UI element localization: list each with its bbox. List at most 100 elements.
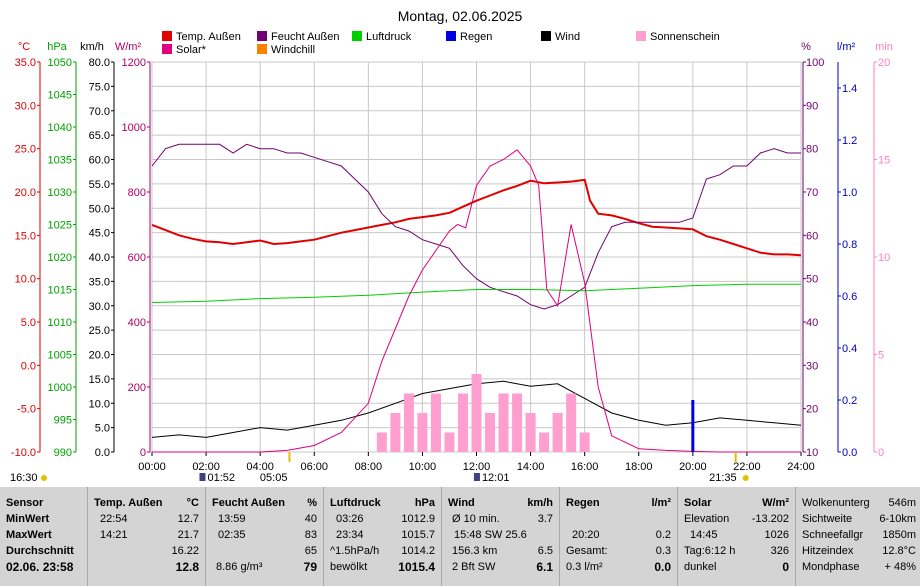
axis-tick-label-sunshine: 0 xyxy=(878,447,884,459)
bar-rain xyxy=(691,400,695,452)
axis-tick-label-humidity: 80 xyxy=(806,144,818,156)
axes: 00:00 02:00 04:00 06:00 08:00 10:00 12:00 14:00… xyxy=(11,41,893,473)
stats-visibility: 6-10km xyxy=(879,513,916,525)
axis-tick-label-humidity: 20 xyxy=(806,404,818,416)
axis-unit-wind: km/h xyxy=(80,41,104,53)
axis-tick-label-sunshine: 15 xyxy=(878,155,890,167)
time-markers: 05:05 21:35 01:52 12:01 16:30 xyxy=(10,452,749,484)
axis-tick-label-wind: 25.0 xyxy=(89,325,110,337)
x-tick-label: 16:00 xyxy=(571,461,599,473)
bar-sunshine xyxy=(403,393,414,452)
axis-unit-temp: °C xyxy=(18,41,30,53)
data-series xyxy=(151,143,802,453)
series-line-solar xyxy=(152,149,801,453)
sun-icon xyxy=(41,475,47,481)
axis-tick-label-temp: -5.0 xyxy=(17,404,36,416)
axis-tick-label-sunshine: 20 xyxy=(878,57,890,69)
stats-pressure-max: 1015.7 xyxy=(401,529,435,541)
stats-solar-daylength: Tag:6:12 h xyxy=(684,545,736,557)
stats-pressure-max-time: 23:34 xyxy=(336,529,364,541)
axis-tick-label-wind: 40.0 xyxy=(89,252,110,264)
x-tick-label: 06:00 xyxy=(300,461,328,473)
stats-visibility-label: Sichtweite xyxy=(802,513,853,525)
stats-rain-total: 0.3 xyxy=(655,545,671,557)
stats-humidity-unit: % xyxy=(307,497,317,509)
axis-tick-label-pressure: 1010 xyxy=(48,317,72,329)
axis-tick-label-temp: 10.0 xyxy=(15,274,36,286)
stats-temp-max-time: 14:21 xyxy=(100,529,128,541)
stats-snowline-label: Schneefallgr xyxy=(802,529,864,541)
axis-tick-label-solar: 200 xyxy=(128,382,146,394)
axis-tick-label-solar: 600 xyxy=(128,252,146,264)
axis-tick-label-pressure: 1030 xyxy=(48,187,72,199)
legend-item-pressure: Luftdruck xyxy=(352,31,411,44)
bar-sunshine xyxy=(376,432,387,452)
bar-sunshine xyxy=(444,432,455,452)
axis-tick-label-pressure: 1025 xyxy=(48,220,72,232)
stats-temp-min: 12.7 xyxy=(177,513,199,525)
stats-pressure-trend: ^1.5hPa/h xyxy=(330,545,380,557)
moonrise-icon xyxy=(199,473,206,481)
axis-tick-label-wind: 30.0 xyxy=(89,301,110,313)
axis-tick-label-wind: 75.0 xyxy=(89,81,110,93)
axis-tick-label-temp: 30.0 xyxy=(15,100,36,112)
stats-humidity-max: 83 xyxy=(304,529,317,541)
axis-tick-label-temp: -10.0 xyxy=(11,447,36,459)
marker-label-moonset: 16:30 xyxy=(10,472,38,484)
axis-tick-label-temp: 0.0 xyxy=(21,360,36,372)
stats-wind-distance: 156.3 km xyxy=(452,545,498,557)
stats-humidity-min-time: 13:59 xyxy=(218,513,246,525)
series-line-temp xyxy=(151,178,802,257)
stats-col-solar: Solar W/m² Elevation -13.202 14:45 1026 Tag… xyxy=(678,487,796,586)
stats-date: 02.06. 23:58 xyxy=(6,560,74,574)
stats-wind-current: 6.1 xyxy=(536,560,553,574)
legend-item-sunshine: Sonnenschein xyxy=(636,31,720,44)
bar-sunshine xyxy=(485,413,496,452)
legend-item-temp: Temp. Außen xyxy=(162,31,241,44)
axis-tick-label-humidity: 10 xyxy=(806,447,818,459)
marker-label-sunrise: 05:05 xyxy=(260,472,288,484)
x-tick-label: 02:00 xyxy=(192,461,220,473)
x-tick-label: 08:00 xyxy=(355,461,383,473)
axis-tick-label-solar: 0 xyxy=(140,447,146,459)
axis-tick-label-sunshine: 10 xyxy=(878,252,890,264)
stats-col-rain: Regen l/m² 20:20 0.2 Gesamt: 0.3 0.3 l/m² 0.… xyxy=(560,487,678,586)
axis-tick-label-pressure: 1040 xyxy=(48,122,72,134)
bar-sunshine xyxy=(430,393,441,452)
stats-pressure-current: 1015.4 xyxy=(398,560,435,574)
stats-pressure-avg: 1014.2 xyxy=(401,545,435,557)
axis-tick-label-pressure: 1045 xyxy=(48,90,72,102)
stats-moonphase: + 48% xyxy=(884,561,917,573)
weather-chart: Montag, 02.06.2025 00:00 02:00 04:00 06:00 0… xyxy=(10,8,893,484)
axis-tick-label-wind: 70.0 xyxy=(89,106,110,118)
axis-tick-label-wind: 10.0 xyxy=(89,398,110,410)
marker-label-moonrise: 01:52 xyxy=(207,472,235,484)
axis-tick-label-solar: 1000 xyxy=(122,122,146,134)
legend-item-rain: Regen xyxy=(446,31,492,44)
stats-rain-current: 0.0 xyxy=(654,560,671,574)
x-tick-label: 04:00 xyxy=(246,461,274,473)
stats-col-sensor: Sensor MinWert MaxWert Durchschnitt 02.0… xyxy=(0,487,88,586)
stats-humidity-current: 79 xyxy=(303,560,317,574)
axis-unit-rain: l/m² xyxy=(837,41,856,53)
axis-tick-label-rain: 0.8 xyxy=(842,239,857,251)
legend-item-humidity: Feucht Außen xyxy=(257,31,340,44)
stats-pressure-unit: hPa xyxy=(414,497,435,509)
stats-col-temp: Temp. Außen °C 22:54 12.7 14:21 21.7 16.22 … xyxy=(88,487,206,586)
axis-tick-label-humidity: 40 xyxy=(806,317,818,329)
axis-tick-label-humidity: 60 xyxy=(806,230,818,242)
axis-unit-humidity: % xyxy=(801,41,811,53)
stats-temp-avg: 16.22 xyxy=(171,545,199,557)
stats-temp-max: 21.7 xyxy=(177,529,199,541)
axis-tick-label-wind: 35.0 xyxy=(89,276,110,288)
x-tick-label: 00:00 xyxy=(138,461,166,473)
stats-humidity-header: Feucht Außen xyxy=(212,497,285,509)
axis-tick-label-rain: 1.4 xyxy=(842,83,857,95)
stats-solar-elevation-label: Elevation xyxy=(684,513,730,525)
stats-heatindex: 12.8°C xyxy=(882,545,916,557)
statistics-table: Sensor MinWert MaxWert Durchschnitt 02.0… xyxy=(0,487,920,586)
axis-tick-label-humidity: 50 xyxy=(806,274,818,286)
axis-tick-label-pressure: 1050 xyxy=(48,57,72,69)
stats-col-wind: Wind km/h Ø 10 min. 3.7 15:48 SW 25.6 156.… xyxy=(442,487,560,586)
x-tick-label: 18:00 xyxy=(625,461,653,473)
